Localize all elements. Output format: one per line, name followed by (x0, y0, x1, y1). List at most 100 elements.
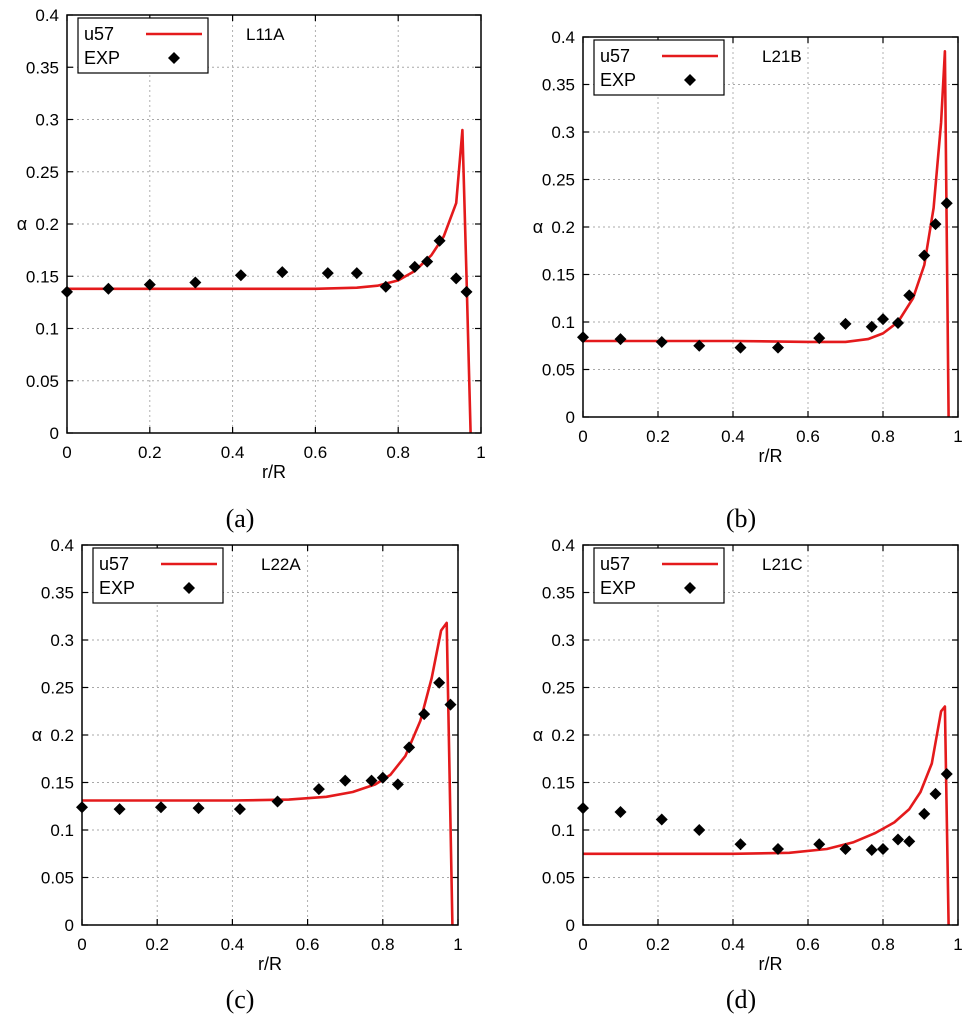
exp-point (379, 280, 392, 293)
exp-point (734, 838, 747, 851)
legend-label-exp: EXP (84, 48, 120, 68)
y-tick-label: 0.25 (41, 679, 74, 698)
x-tick-label: 0.4 (221, 443, 245, 462)
y-tick-label: 0 (566, 408, 575, 427)
x-tick-label: 0.8 (371, 935, 395, 954)
exp-point (350, 267, 363, 280)
x-tick-label: 1 (453, 935, 462, 954)
y-tick-label: 0.3 (35, 111, 59, 130)
x-tick-label: 1 (953, 427, 962, 446)
panel-a: (a) 0 0.05 0.1 0.15 0.2 0.25 0.3 0.35 0.4 0 0.2 0.4… (17, 6, 486, 533)
y-axis-label: α (533, 217, 543, 237)
y-tick-label: 0.2 (35, 215, 59, 234)
exp-point (444, 698, 457, 711)
legend-label-u57: u57 (99, 554, 129, 574)
x-tick-label: 0.6 (296, 935, 320, 954)
legend-swatch-exp (684, 74, 696, 86)
y-tick-label: 0.15 (41, 774, 74, 793)
y-tick-label: 0.35 (41, 584, 74, 603)
exp-point (929, 218, 942, 231)
y-tick-label: 0.25 (26, 163, 59, 182)
y-axis-label: α (32, 725, 42, 745)
plot-frame (81, 544, 459, 926)
x-tick-label: 0.2 (145, 935, 169, 954)
exp-point (772, 843, 784, 855)
exp-point (865, 843, 878, 856)
exp-point (276, 266, 289, 279)
legend (593, 39, 725, 96)
exp-point (772, 341, 784, 354)
exp-point (839, 317, 852, 330)
panel-caption: (c) (226, 985, 255, 1014)
x-axis-label: r/R (759, 954, 783, 974)
exp-point (408, 260, 421, 273)
x-tick-label: 0 (578, 427, 587, 446)
panel-d: (d) 0 0.05 0.1 0.15 0.2 0.25 0.3 0.35 0.4 0 0.2 0.4… (533, 536, 963, 1014)
exp-point (433, 676, 446, 689)
exp-point (339, 774, 352, 787)
y-tick-label: 0.35 (542, 584, 575, 603)
exp-point (102, 282, 115, 295)
y-tick-label: 0.2 (50, 726, 74, 745)
exp-point (392, 269, 405, 282)
series-line-u57 (583, 705, 950, 925)
x-tick-label: 0.2 (646, 427, 670, 446)
y-tick-label: 0 (566, 916, 575, 935)
exp-point (233, 803, 246, 816)
exp-point (865, 320, 878, 333)
exp-point (940, 767, 953, 780)
y-tick-label: 0 (50, 424, 59, 443)
panel-caption: (b) (726, 504, 756, 533)
exp-point (433, 234, 446, 247)
y-tick-label: 0.15 (26, 267, 59, 286)
exp-point (655, 813, 668, 826)
legend-label-u57: u57 (600, 46, 630, 66)
y-tick-label: 0.4 (551, 536, 575, 555)
y-tick-label: 0.05 (542, 869, 575, 888)
exp-point (312, 783, 325, 796)
panel-caption: (d) (726, 985, 756, 1014)
y-tick-label: 0.3 (50, 631, 74, 650)
y-tick-label: 0.1 (551, 313, 575, 332)
series-line-u57 (583, 49, 950, 417)
y-tick-label: 0.05 (41, 869, 74, 888)
x-tick-label: 0.8 (871, 935, 895, 954)
legend-swatch-exp (684, 582, 696, 594)
exp-point (365, 774, 378, 787)
x-tick-label: 0 (77, 935, 86, 954)
y-tick-label: 0.25 (542, 679, 575, 698)
legend-label-u57: u57 (84, 24, 114, 44)
y-tick-label: 0.15 (542, 266, 575, 285)
exp-point (877, 843, 889, 855)
exp-point (391, 778, 404, 791)
series-line-u57 (82, 621, 454, 925)
x-tick-label: 0.4 (721, 427, 745, 446)
legend (77, 17, 209, 74)
exp-point (234, 269, 247, 282)
x-tick-label: 0 (578, 935, 587, 954)
exp-point (403, 741, 416, 754)
exp-point (734, 341, 747, 354)
y-tick-label: 0 (65, 916, 74, 935)
legend-label-exp: EXP (600, 578, 636, 598)
exp-point (940, 197, 953, 210)
legend (92, 547, 224, 604)
x-axis-label: r/R (258, 954, 282, 974)
y-tick-label: 0.35 (542, 76, 575, 95)
y-tick-label: 0.1 (50, 821, 74, 840)
plot-frame (582, 544, 959, 926)
exp-point (421, 255, 434, 268)
legend-swatch-exp (183, 582, 195, 594)
exp-point (918, 807, 931, 820)
exp-point (813, 332, 826, 345)
y-tick-label: 0.3 (551, 631, 575, 650)
panel-b: (b) 0 0.05 0.1 0.15 0.2 0.25 0.3 0.35 0.4 0 0.2 0.4… (533, 28, 963, 533)
exp-point (877, 313, 889, 326)
x-tick-label: 1 (476, 443, 485, 462)
y-tick-label: 0.4 (50, 536, 74, 555)
x-tick-label: 0 (62, 443, 71, 462)
exp-point (929, 787, 942, 800)
exp-point (903, 835, 916, 848)
exp-point (418, 708, 431, 721)
y-tick-label: 0.15 (542, 774, 575, 793)
